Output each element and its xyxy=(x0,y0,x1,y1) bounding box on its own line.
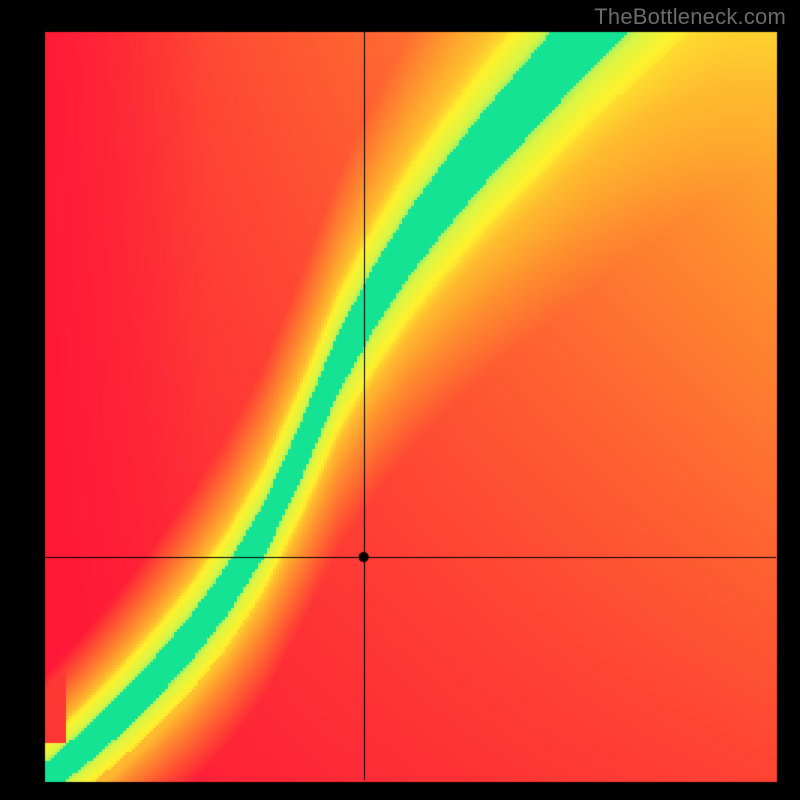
heatmap-canvas xyxy=(0,0,800,800)
chart-container: TheBottleneck.com xyxy=(0,0,800,800)
watermark-text: TheBottleneck.com xyxy=(594,4,786,30)
